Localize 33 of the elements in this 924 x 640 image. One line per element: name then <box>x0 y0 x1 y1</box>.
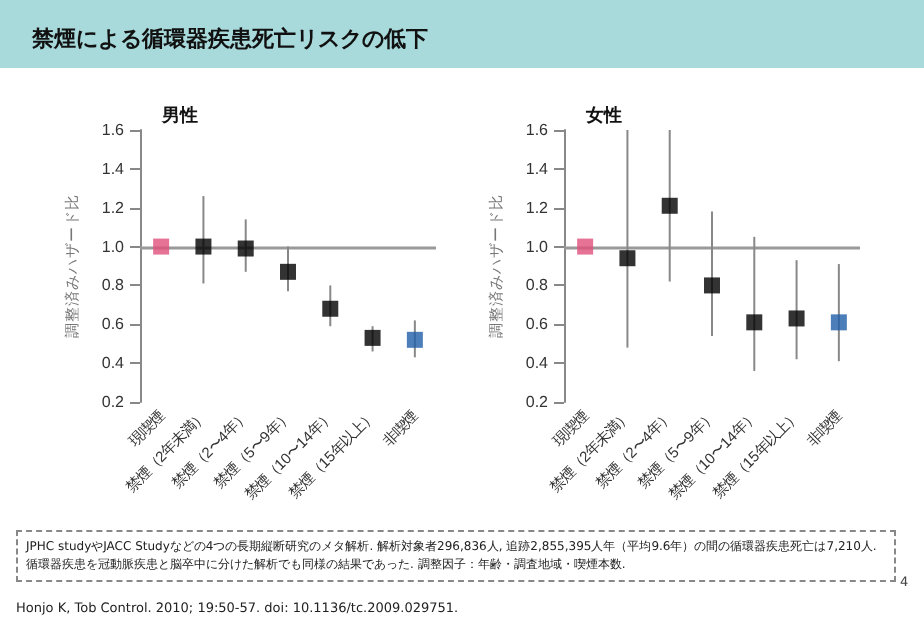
point <box>788 310 805 327</box>
point <box>195 238 212 255</box>
y-tick-label: 1.4 <box>525 159 550 178</box>
point <box>153 238 170 255</box>
y-tick-label: 0.4 <box>525 354 550 373</box>
point <box>661 197 678 214</box>
y-tick-label: 1.0 <box>101 237 126 256</box>
point <box>746 314 763 331</box>
point <box>322 300 339 317</box>
chart-title: 禁煙による循環器疾患死亡リスクの低下 <box>32 24 428 54</box>
point <box>577 238 594 255</box>
point <box>406 331 423 348</box>
y-tick-label: 1.6 <box>525 121 550 139</box>
y-tick-label: 1.0 <box>525 237 550 256</box>
y-tick-label: 1.6 <box>101 121 126 139</box>
y-tick-label: 0.4 <box>101 354 126 373</box>
point <box>704 277 720 294</box>
point <box>364 329 381 346</box>
y-tick-label: 1.2 <box>525 198 550 217</box>
y-tick-label: 0.2 <box>101 393 126 411</box>
y-tick-label: 1.4 <box>101 159 126 178</box>
point <box>619 250 636 267</box>
y-tick-label: 0.2 <box>525 393 550 411</box>
chart-subtitle: 男性 <box>160 105 198 125</box>
chart-title: 女性 <box>584 105 622 125</box>
point <box>830 314 847 331</box>
point <box>237 240 254 257</box>
y-tick-label: 0.6 <box>525 315 550 334</box>
point <box>280 263 296 280</box>
y-tick-label: 0.6 <box>101 315 126 334</box>
y-tick-label: 0.8 <box>101 276 126 295</box>
y-tick-label: 1.2 <box>101 198 126 217</box>
y-tick-label: 0.8 <box>525 276 550 295</box>
